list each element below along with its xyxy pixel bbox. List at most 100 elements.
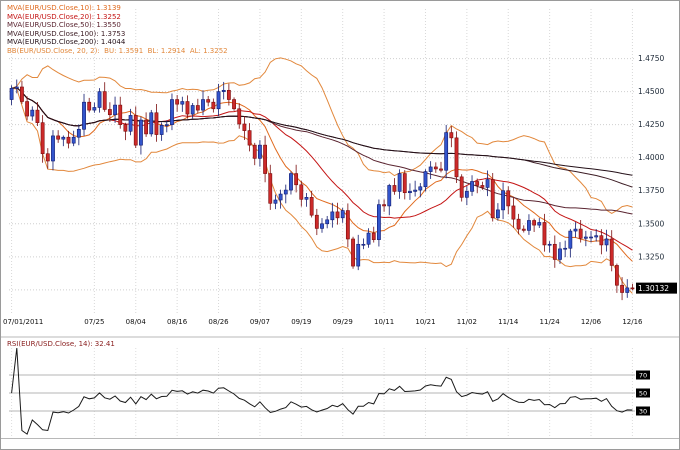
price-axis-label: 1.4750 <box>638 54 664 63</box>
candle-body <box>382 204 386 207</box>
candle-body <box>521 228 526 231</box>
x-axis-label: 11/02 <box>457 318 477 326</box>
candle-body <box>304 197 309 200</box>
candle-body <box>14 86 19 89</box>
candle-body <box>154 112 159 135</box>
price-axis-label: 1.4500 <box>638 87 664 96</box>
candle-body <box>599 235 604 246</box>
candle-body <box>325 219 330 225</box>
candle-body <box>216 91 221 110</box>
candle-body <box>454 137 459 178</box>
price-axis-label: 1.3750 <box>638 186 664 195</box>
x-axis-label: 09/19 <box>291 318 311 326</box>
candle-body <box>423 171 428 188</box>
candle-body <box>397 173 402 192</box>
candle-body <box>594 235 599 238</box>
last-price-label: 1.30132 <box>638 284 669 293</box>
candle-body <box>501 190 505 211</box>
candle-body <box>283 189 288 195</box>
candle-body <box>102 91 107 110</box>
candle-body <box>537 222 542 226</box>
candle-body <box>87 101 92 111</box>
price-axis-label: 1.3250 <box>638 252 664 261</box>
candle-body <box>485 179 490 188</box>
candle-body <box>61 136 66 140</box>
candle-body <box>258 144 262 159</box>
candle-body <box>511 205 516 220</box>
candle-body <box>495 209 500 219</box>
candle-body <box>475 181 480 186</box>
candle-body <box>558 248 562 260</box>
x-axis-label: 09/29 <box>333 318 353 326</box>
x-axis-label: 10/21 <box>415 318 435 326</box>
candle-body <box>377 204 381 240</box>
candle-body <box>51 135 55 162</box>
candle-body <box>439 168 443 171</box>
x-axis-label: 10/11 <box>374 318 394 326</box>
candle-body <box>211 101 216 110</box>
candle-body <box>180 101 185 105</box>
candle-body <box>268 173 273 204</box>
moving-average-10 <box>11 87 633 262</box>
candle-body <box>118 104 123 125</box>
candle-body <box>175 99 180 105</box>
bollinger-lower-band <box>11 87 633 294</box>
price-axis-label: 1.4000 <box>638 153 664 162</box>
candle-body <box>568 230 573 249</box>
candle-body <box>620 284 624 293</box>
candle-body <box>278 193 283 201</box>
candle-body <box>351 238 355 267</box>
candle-body <box>273 199 278 204</box>
x-axis-label: 11/24 <box>540 318 561 326</box>
candle-body <box>527 220 531 231</box>
candle-body <box>25 101 30 117</box>
candle-body <box>614 265 619 286</box>
candle-body <box>170 99 174 125</box>
candle-body <box>490 179 495 219</box>
candle-body <box>123 124 128 132</box>
candle-body <box>139 119 143 146</box>
candle-body <box>371 232 376 240</box>
candle-body <box>345 210 350 240</box>
candle-body <box>144 119 149 135</box>
candle-body <box>185 101 190 115</box>
x-axis-label: 11/14 <box>498 318 519 326</box>
candle-body <box>361 243 366 246</box>
rsi-level-badge <box>636 388 650 398</box>
x-axis-label: 12/16 <box>622 318 643 326</box>
candle-body <box>563 247 568 250</box>
candle-body <box>128 115 133 132</box>
price-axis-label: 1.4250 <box>638 120 664 129</box>
candle-body <box>356 243 361 267</box>
candle-body <box>506 190 511 207</box>
x-axis-label: 12/06 <box>581 318 602 326</box>
candle-body <box>40 122 45 155</box>
candle-body <box>9 88 14 100</box>
candle-body <box>221 89 226 92</box>
candle-body <box>573 228 578 232</box>
candle-body <box>107 109 112 116</box>
x-axis-label: 09/07 <box>250 318 270 326</box>
candle-body <box>92 107 97 111</box>
candle-body <box>133 115 138 146</box>
candle-body <box>237 108 242 125</box>
candle-body <box>149 112 154 135</box>
price-axis-label: 1.3500 <box>638 219 664 228</box>
candle-body <box>242 123 247 131</box>
candle-body <box>289 173 293 191</box>
candle-body <box>201 99 205 111</box>
candle-body <box>609 238 614 266</box>
candle-body <box>413 189 418 192</box>
candle-body <box>330 211 335 221</box>
candle-body <box>226 89 231 100</box>
rsi-level-badge <box>636 370 650 380</box>
x-axis-label: 07/01/2011 <box>3 318 43 326</box>
candle-body <box>547 243 552 246</box>
candle-body <box>459 176 464 198</box>
candle-body <box>76 128 81 138</box>
candle-body <box>206 99 211 103</box>
candle-body <box>113 104 117 116</box>
rsi-line <box>11 347 633 435</box>
